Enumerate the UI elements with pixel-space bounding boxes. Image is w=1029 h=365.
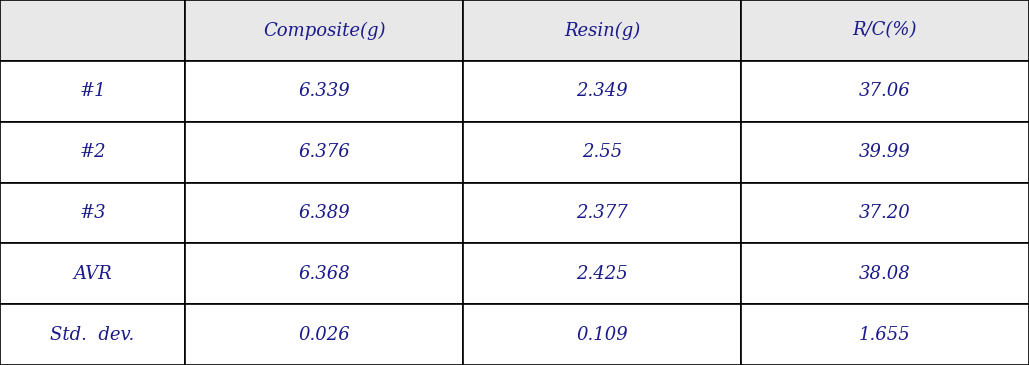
Bar <box>741 182 1029 243</box>
Bar <box>741 243 1029 304</box>
Text: AVR: AVR <box>73 265 112 283</box>
Text: 37.20: 37.20 <box>859 204 911 222</box>
Text: #2: #2 <box>79 143 106 161</box>
Bar <box>741 61 1029 122</box>
Bar <box>0 243 185 304</box>
Bar <box>185 304 463 365</box>
Bar <box>185 0 463 61</box>
Bar <box>185 243 463 304</box>
Text: 6.389: 6.389 <box>298 204 350 222</box>
Bar <box>463 243 741 304</box>
Bar <box>0 61 185 122</box>
Text: Resin(g): Resin(g) <box>564 21 640 39</box>
Text: #3: #3 <box>79 204 106 222</box>
Text: 1.655: 1.655 <box>859 326 911 343</box>
Text: 2.377: 2.377 <box>576 204 628 222</box>
Bar <box>185 182 463 243</box>
Text: 2.55: 2.55 <box>581 143 623 161</box>
Bar <box>741 0 1029 61</box>
Bar <box>463 0 741 61</box>
Text: 2.349: 2.349 <box>576 82 628 100</box>
Bar <box>0 122 185 182</box>
Bar <box>0 182 185 243</box>
Text: 39.99: 39.99 <box>859 143 911 161</box>
Text: 6.376: 6.376 <box>298 143 350 161</box>
Bar <box>185 122 463 182</box>
Bar <box>463 304 741 365</box>
Text: 0.026: 0.026 <box>298 326 350 343</box>
Text: 6.368: 6.368 <box>298 265 350 283</box>
Text: 6.339: 6.339 <box>298 82 350 100</box>
Text: R/C(%): R/C(%) <box>853 22 917 39</box>
Bar <box>463 182 741 243</box>
Bar <box>185 61 463 122</box>
Bar <box>741 304 1029 365</box>
Text: Std.  dev.: Std. dev. <box>50 326 135 343</box>
Bar <box>463 122 741 182</box>
Text: 38.08: 38.08 <box>859 265 911 283</box>
Bar <box>0 0 185 61</box>
Text: 2.425: 2.425 <box>576 265 628 283</box>
Bar <box>741 122 1029 182</box>
Bar <box>463 61 741 122</box>
Text: Composite(g): Composite(g) <box>262 21 386 39</box>
Text: #1: #1 <box>79 82 106 100</box>
Text: 37.06: 37.06 <box>859 82 911 100</box>
Text: 0.109: 0.109 <box>576 326 628 343</box>
Bar <box>0 304 185 365</box>
